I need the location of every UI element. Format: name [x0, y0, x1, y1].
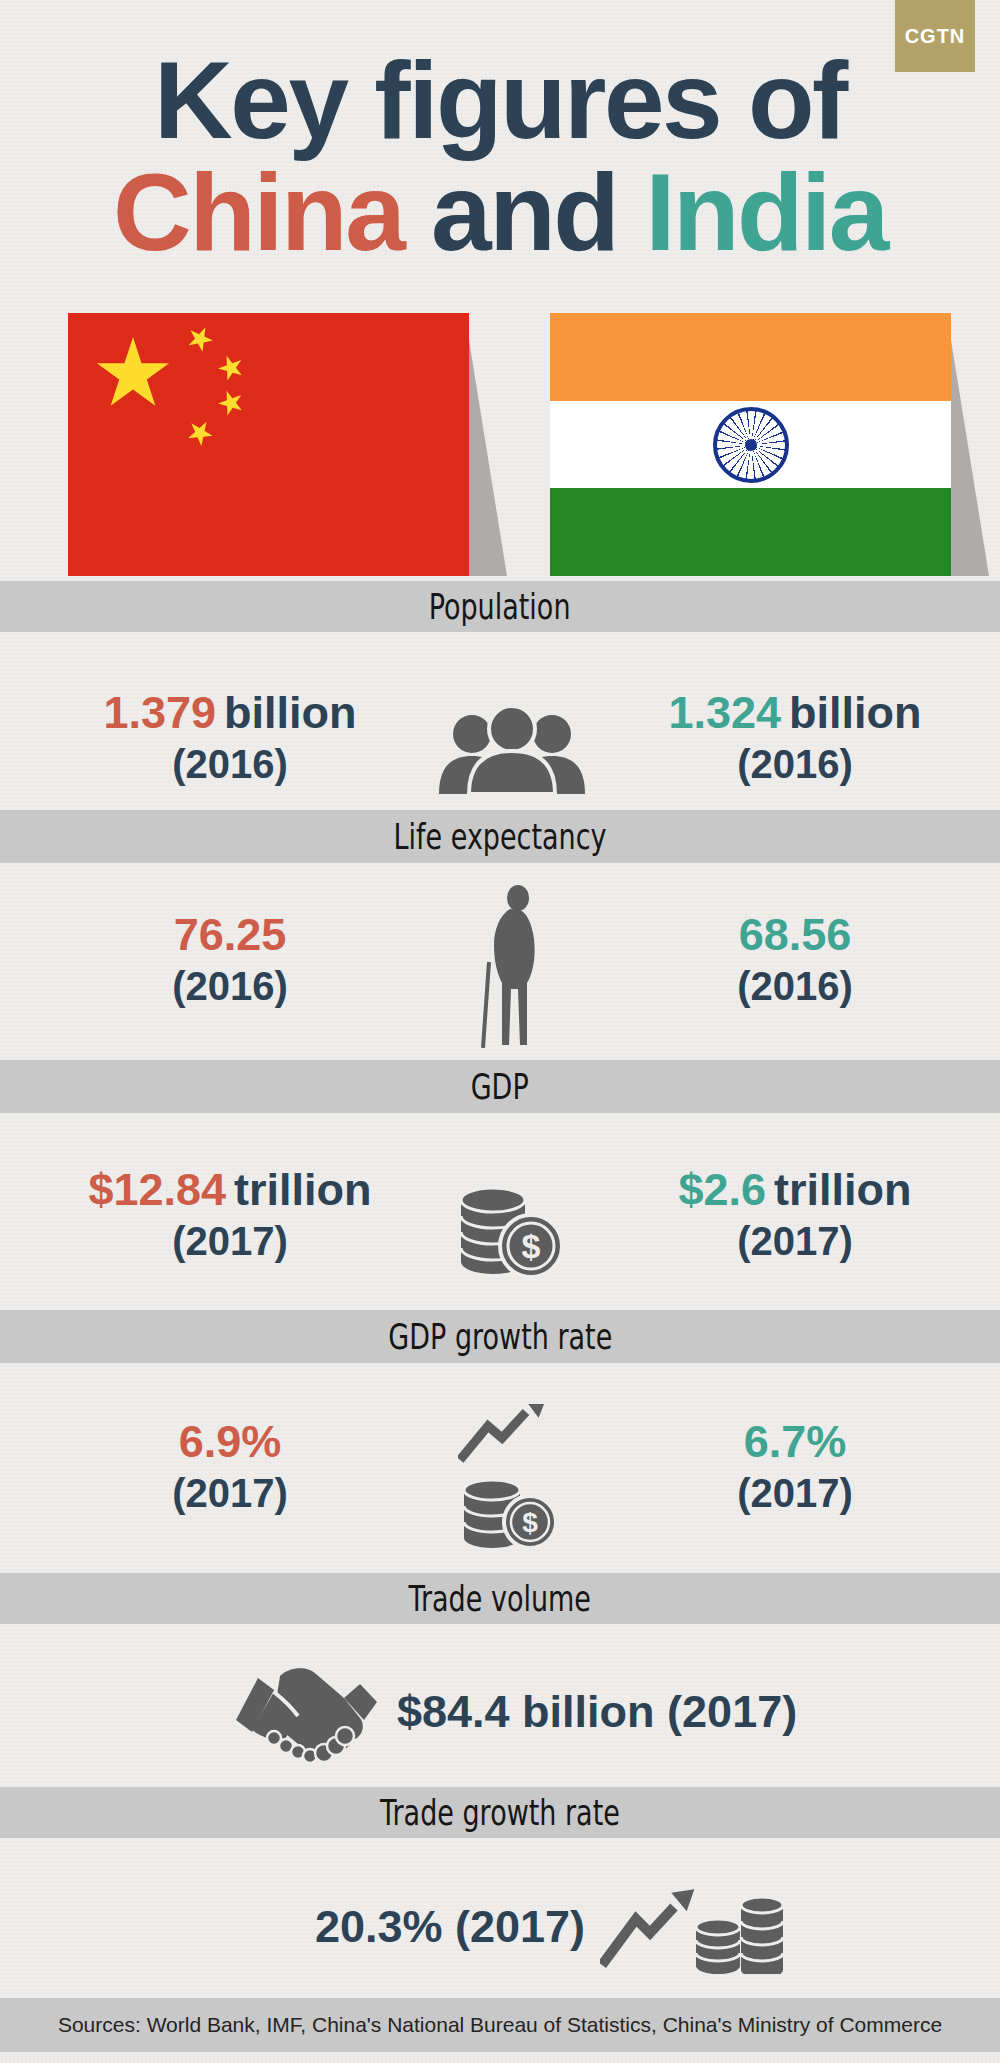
section-label-trade-volume: Trade volume	[409, 1578, 592, 1619]
gdp-growth-india-value: 6.7%	[744, 1416, 847, 1467]
section-band-trade-growth: Trade growth rate	[0, 1787, 1000, 1838]
gdp-china-unit: trillion	[234, 1164, 371, 1215]
coins-dollar-icon: $	[457, 1182, 567, 1280]
section-label-population: Population	[429, 586, 571, 627]
gdp-growth-china-stat: 6.9% (2017)	[30, 1417, 430, 1517]
life-china-stat: 76.25 (2016)	[30, 910, 430, 1010]
life-india-value: 68.56	[739, 909, 852, 960]
life-china-value: 76.25	[174, 909, 287, 960]
coins-growth-icon: $	[458, 1404, 568, 1549]
gdp-growth-china-value: 6.9%	[179, 1416, 282, 1467]
gdp-china-stat: $12.84trillion (2017)	[30, 1165, 430, 1265]
india-flag-green-stripe	[550, 488, 951, 576]
population-china-year: (2016)	[30, 740, 430, 788]
trade-growth-value: 20.3% (2017)	[250, 1901, 650, 1953]
growth-coins-icon	[600, 1889, 784, 1974]
people-icon	[437, 708, 587, 794]
title-and: and	[403, 151, 645, 273]
svg-text:$: $	[522, 1507, 538, 1538]
gdp-india-value: $2.6	[678, 1164, 766, 1215]
population-india-unit: billion	[789, 687, 921, 738]
svg-text:$: $	[522, 1227, 541, 1265]
gdp-growth-china-year: (2017)	[30, 1469, 430, 1517]
gdp-india-year: (2017)	[595, 1217, 995, 1265]
section-band-gdp-growth: GDP growth rate	[0, 1310, 1000, 1363]
gdp-india-unit: trillion	[774, 1164, 911, 1215]
section-label-trade-growth: Trade growth rate	[380, 1792, 620, 1833]
population-india-year: (2016)	[595, 740, 995, 788]
india-flag-shadow	[951, 340, 989, 576]
life-india-stat: 68.56 (2016)	[595, 910, 995, 1010]
trade-volume-value: $84.4 billion (2017)	[397, 1686, 797, 1738]
elderly-man-icon	[478, 883, 544, 1051]
handshake-icon	[228, 1656, 378, 1766]
india-flag	[550, 313, 951, 576]
gdp-india-stat: $2.6trillion (2017)	[595, 1165, 995, 1265]
india-flag-saffron-stripe	[550, 313, 951, 401]
section-band-life-expectancy: Life expectancy	[0, 810, 1000, 863]
section-band-population: Population	[0, 581, 1000, 632]
population-china-unit: billion	[224, 687, 356, 738]
population-india-stat: 1.324billion (2016)	[595, 688, 995, 788]
title-india: India	[645, 151, 887, 273]
population-china-stat: 1.379billion (2016)	[30, 688, 430, 788]
china-flag-shadow	[469, 340, 507, 576]
footer-band: Sources: World Bank, IMF, China's Nation…	[0, 1998, 1000, 2052]
section-label-life-expectancy: Life expectancy	[393, 816, 606, 857]
population-china-value: 1.379	[103, 687, 216, 738]
section-label-gdp: GDP	[471, 1066, 529, 1107]
ashoka-chakra-icon	[713, 407, 789, 483]
title-china: China	[113, 151, 403, 273]
gdp-china-year: (2017)	[30, 1217, 430, 1265]
china-flag	[68, 313, 469, 576]
section-band-trade-volume: Trade volume	[0, 1573, 1000, 1624]
china-flag-stars	[68, 313, 469, 576]
gdp-growth-india-stat: 6.7% (2017)	[595, 1417, 995, 1517]
section-band-gdp: GDP	[0, 1060, 1000, 1113]
life-china-year: (2016)	[30, 962, 430, 1010]
life-india-year: (2016)	[595, 962, 995, 1010]
population-india-value: 1.324	[668, 687, 781, 738]
page-title: Key figures of China and India	[0, 44, 1000, 268]
section-label-gdp-growth: GDP growth rate	[388, 1316, 612, 1357]
infographic-page: CGTN Key figures of China and India Popu…	[0, 0, 1000, 2063]
gdp-china-value: $12.84	[88, 1164, 226, 1215]
title-line2: China and India	[0, 156, 1000, 268]
gdp-growth-india-year: (2017)	[595, 1469, 995, 1517]
title-line1: Key figures of	[0, 44, 1000, 156]
sources-text: Sources: World Bank, IMF, China's Nation…	[58, 2013, 942, 2037]
